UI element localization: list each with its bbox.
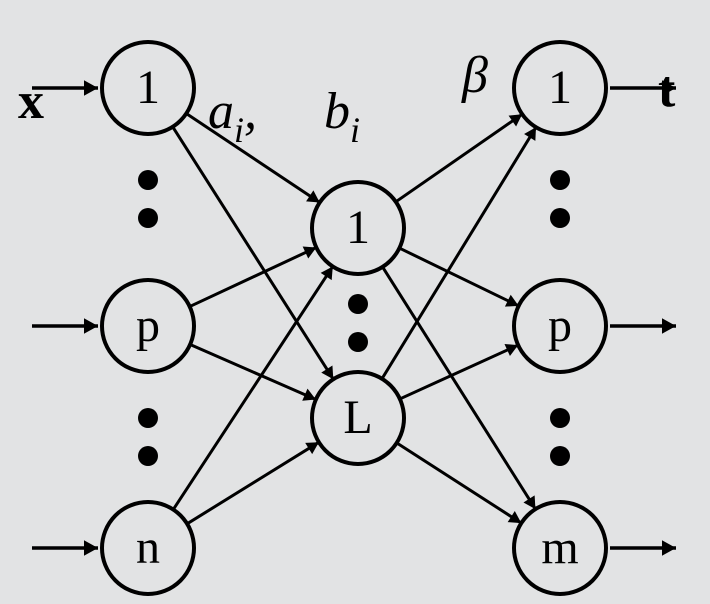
ellipsis-dot	[550, 170, 570, 190]
label-bi: bi	[324, 83, 360, 150]
node-om	[514, 502, 606, 594]
ellipsis-dot	[348, 294, 368, 314]
node-op	[514, 280, 606, 372]
io-arrow-om-arrowhead	[662, 540, 676, 555]
label-x: x	[18, 73, 44, 130]
edge-inn-hL	[187, 442, 319, 524]
edge-h1-o1-arrowhead	[509, 114, 523, 126]
node-in1	[102, 42, 194, 134]
ellipsis-dot	[348, 332, 368, 352]
ellipsis-dot	[138, 170, 158, 190]
label-beta: β	[461, 47, 488, 104]
edge-inp-h1	[190, 247, 317, 306]
label-t: t	[658, 61, 676, 118]
label-ai: ai,	[208, 83, 257, 150]
node-inp	[102, 280, 194, 372]
io-arrow-op-arrowhead	[662, 318, 676, 333]
node-h1	[312, 182, 404, 274]
ellipsis-dot	[138, 208, 158, 228]
node-inn	[102, 502, 194, 594]
io-arrow-inp-arrowhead	[84, 318, 98, 333]
node-hL	[312, 372, 404, 464]
io-arrow-in1-arrowhead	[84, 80, 98, 95]
ellipsis-dot	[138, 446, 158, 466]
edge-inp-hL	[190, 344, 316, 399]
io-arrow-inn-arrowhead	[84, 540, 98, 555]
node-o1	[514, 42, 606, 134]
edge-h1-op	[399, 248, 518, 306]
ellipsis-dot	[550, 408, 570, 428]
edge-hL-op	[400, 345, 518, 399]
nn-diagram: 1pn1L1pm xai,biβt	[0, 0, 710, 604]
ellipsis-dot	[550, 446, 570, 466]
edge-hL-o1	[382, 127, 536, 379]
ellipsis-dot	[138, 408, 158, 428]
ellipsis-dot	[550, 208, 570, 228]
edge-h1-o1	[396, 114, 522, 202]
